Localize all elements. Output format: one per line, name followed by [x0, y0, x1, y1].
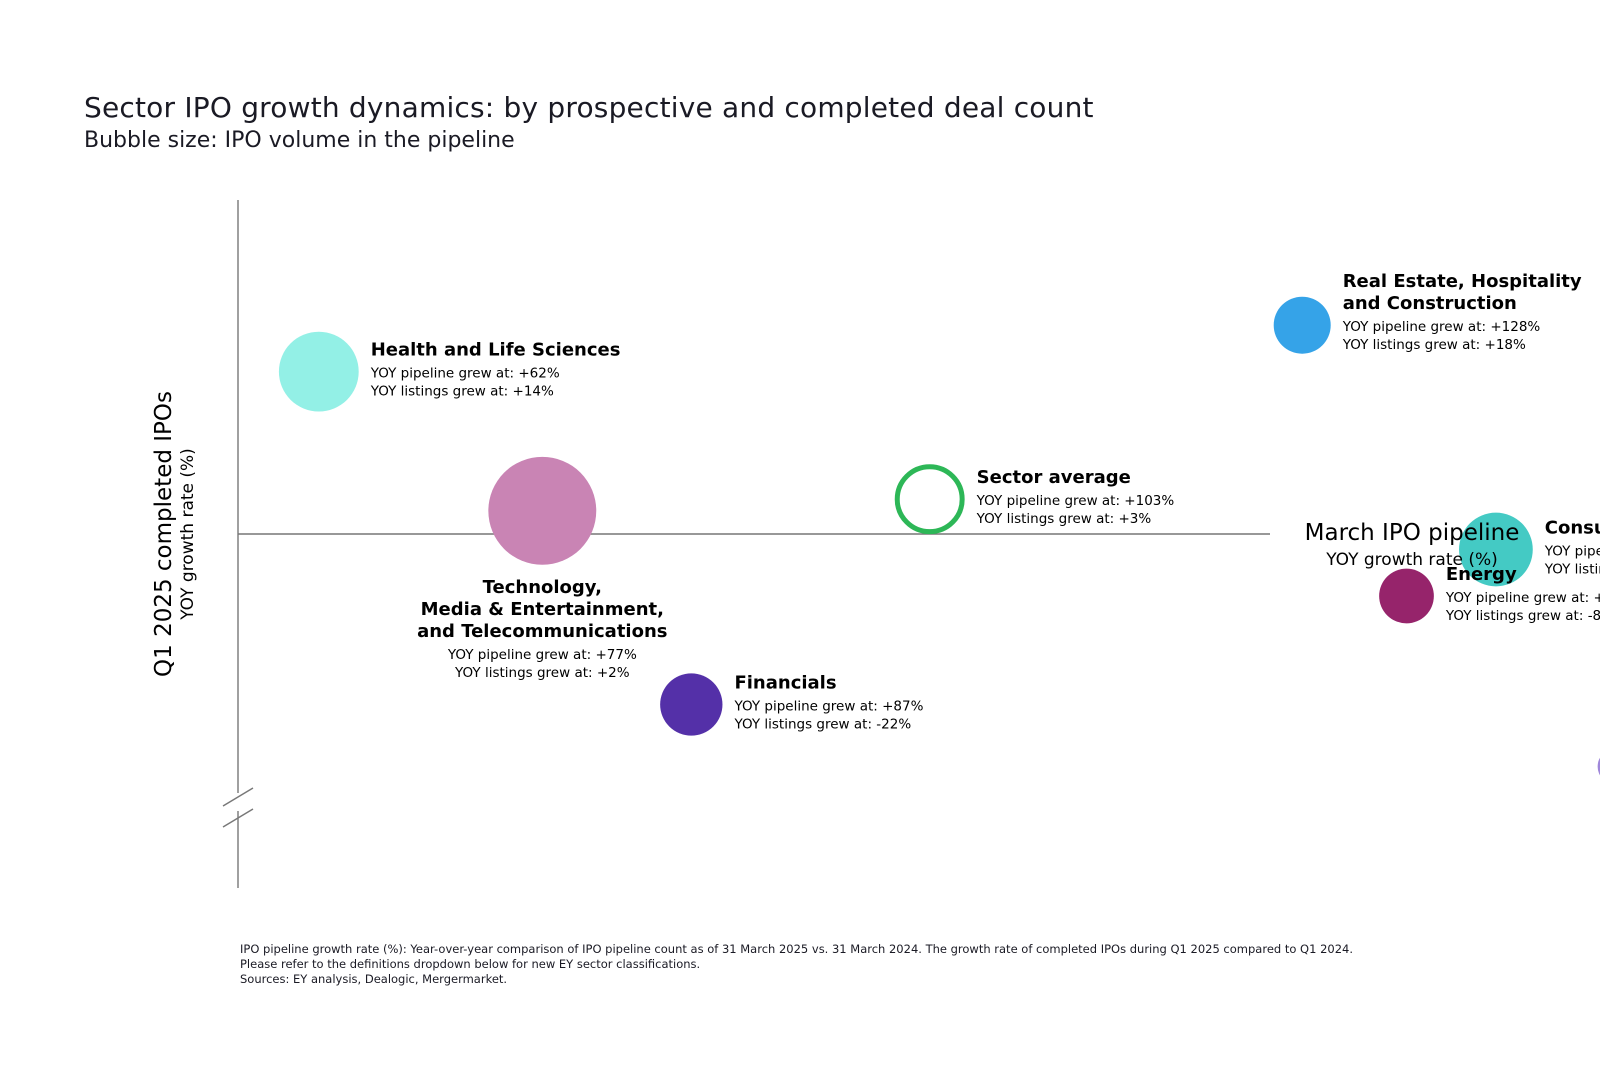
listings-growth-energy: YOY listings grew at: -8%	[1445, 608, 1600, 624]
bubbles-layer	[278, 296, 1600, 776]
label-technology-media-entertainment-and-telecommunications: Technology,Media & Entertainment,and Tel…	[417, 577, 667, 681]
bubble-energy	[1379, 568, 1434, 624]
bubble-real-estate-hospitality-and-construction	[1273, 296, 1331, 354]
listings-growth-consumer: YOY listings grew at: -2%	[1544, 562, 1600, 578]
y-axis-subtitle: YOY growth rate (%)	[178, 448, 198, 621]
label-sector-average: Sector average YOY pipeline grew at: +103…	[976, 467, 1175, 527]
x-axis-title: March IPO pipeline	[1305, 520, 1520, 546]
chart-subtitle: Bubble size: IPO volume in the pipeline	[84, 128, 515, 153]
pipeline-growth-consumer: YOY pipeline grew at: +141%	[1544, 544, 1600, 560]
sector-name-consumer: Consumer	[1545, 518, 1600, 539]
axis-break-mark-lower	[222, 808, 254, 828]
label-health-and-life-sciences: Health and Life Sciences YOY pipeline gre…	[370, 340, 621, 400]
labels-layer: IndustrialsYOY pipeline grew at: +184%YO…	[370, 271, 1600, 733]
sector-name-technology-media-entertainment-and-telecommunications: and Telecommunications	[417, 621, 667, 642]
footnote-sources: Sources: EY analysis, Dealogic, Mergerma…	[240, 972, 508, 986]
x-axis-subtitle: YOY growth rate (%)	[1325, 550, 1498, 570]
sector-name-real-estate-hospitality-and-construction: Real Estate, Hospitality	[1343, 271, 1582, 292]
pipeline-growth-sector-average: YOY pipeline grew at: +103%	[976, 493, 1175, 509]
listings-growth-real-estate-hospitality-and-construction: YOY listings grew at: +18%	[1342, 337, 1526, 353]
footnote-classifications: Please refer to the definitions dropdown…	[240, 957, 701, 971]
listings-growth-financials: YOY listings grew at: -22%	[733, 717, 911, 733]
bubble-health-and-life-sciences	[278, 331, 359, 412]
sector-name-energy: Energy	[1446, 564, 1517, 585]
pipeline-growth-health-and-life-sciences: YOY pipeline grew at: +62%	[370, 366, 560, 382]
sector-name-health-and-life-sciences: Health and Life Sciences	[371, 340, 621, 361]
sector-name-technology-media-entertainment-and-telecommunications: Technology,	[483, 577, 602, 598]
axis-break-mark-upper	[222, 787, 254, 807]
bubble-others	[1597, 757, 1600, 776]
listings-growth-health-and-life-sciences: YOY listings grew at: +14%	[370, 384, 554, 400]
listings-growth-sector-average: YOY listings grew at: +3%	[976, 511, 1152, 527]
sector-name-financials: Financials	[734, 673, 836, 694]
chart-title: Sector IPO growth dynamics: by prospecti…	[84, 91, 1094, 124]
label-financials: Financials YOY pipeline grew at: +87% YOY …	[733, 673, 923, 733]
listings-growth-technology-media-entertainment-and-telecommunications: YOY listings grew at: +2%	[454, 665, 630, 681]
bubble-financials	[660, 673, 723, 736]
footnotes: IPO pipeline growth rate (%): Year-over-…	[240, 942, 1353, 987]
sector-name-real-estate-hospitality-and-construction: and Construction	[1343, 293, 1517, 314]
sector-name-technology-media-entertainment-and-telecommunications: Media & Entertainment,	[421, 599, 664, 620]
pipeline-growth-financials: YOY pipeline grew at: +87%	[733, 699, 923, 715]
axes	[222, 200, 1270, 888]
bubble-consumer	[1459, 512, 1533, 587]
bubble-technology-media-entertainment-and-telecommunications	[488, 456, 597, 565]
bubble-sector-average	[894, 464, 965, 535]
footnote-definition: IPO pipeline growth rate (%): Year-over-…	[240, 942, 1353, 956]
sector-name-sector-average: Sector average	[977, 467, 1131, 488]
pipeline-growth-technology-media-entertainment-and-telecommunications: YOY pipeline grew at: +77%	[447, 647, 637, 663]
pipeline-growth-energy: YOY pipeline grew at: +135%	[1445, 590, 1600, 606]
label-consumer: Consumer YOY pipeline grew at: +141% YOY l…	[1544, 518, 1600, 578]
label-energy: Energy YOY pipeline grew at: +135% YOY lis…	[1445, 564, 1600, 624]
pipeline-growth-real-estate-hospitality-and-construction: YOY pipeline grew at: +128%	[1342, 319, 1541, 335]
y-axis-title: Q1 2025 completed IPOs	[151, 391, 177, 677]
